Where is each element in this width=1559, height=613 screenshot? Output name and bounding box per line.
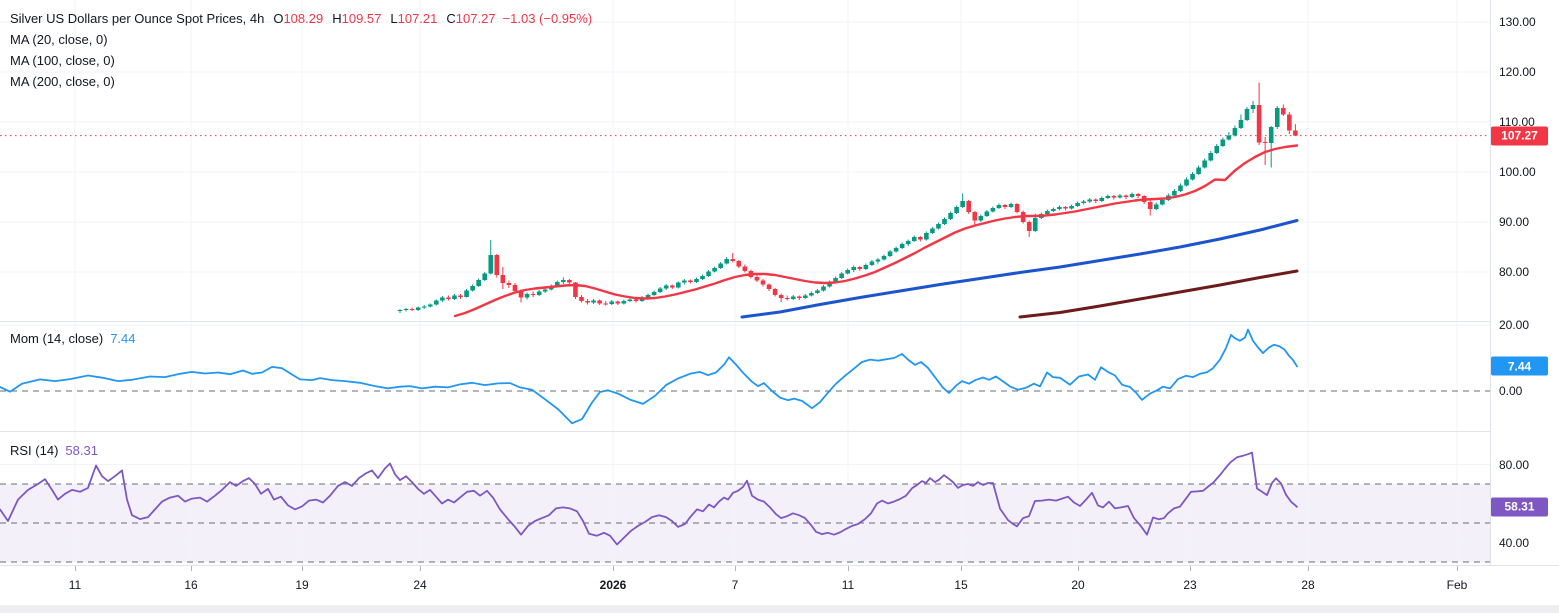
mom-axis-label: 20.00 (1499, 318, 1530, 332)
price-axis-label: 110.00 (1499, 115, 1535, 129)
mom-legend[interactable]: Mom (14, close) 7.44 (10, 328, 136, 349)
time-axis-label: 20 (1071, 578, 1085, 592)
last-price-badge: 107.27 (1491, 126, 1548, 146)
ma200-legend[interactable]: MA (200, close, 0) (10, 74, 115, 89)
price-axis-label: 120.00 (1499, 65, 1536, 79)
time-axis-label: 7 (731, 578, 739, 592)
price-axis-label: 80.00 (1499, 265, 1530, 279)
time-axis-tick (1078, 566, 1079, 571)
price-axis[interactable]: 130.00 120.00 110.00 100.00 90.00 80.00 20.00 0… (1490, 0, 1559, 565)
time-axis-label: 24 (413, 578, 427, 592)
time-axis-label: 16 (184, 578, 198, 592)
mom-legend-label: Mom (14, close) (10, 331, 104, 346)
mom-legend-value: 7.44 (110, 331, 136, 346)
symbol-legend-row[interactable]: Silver US Dollars per Ounce Spot Prices,… (10, 8, 592, 29)
time-axis-label: 11 (841, 578, 855, 592)
ohlc-low: L107.21 (390, 11, 438, 26)
symbol-title: Silver US Dollars per Ounce Spot Prices,… (10, 11, 265, 26)
time-axis-tick (848, 566, 849, 571)
bottom-strip (0, 605, 1559, 613)
price-axis-label: 130.00 (1499, 15, 1536, 29)
price-axis-label: 90.00 (1499, 215, 1530, 229)
time-axis-label: Feb (1446, 578, 1468, 592)
mom-value-badge: 7.44 (1491, 356, 1548, 376)
rsi-value-badge: 58.31 (1491, 497, 1548, 517)
time-axis-label: 28 (1301, 578, 1315, 592)
time-axis-tick (961, 566, 962, 571)
time-axis-tick (191, 566, 192, 571)
panel-divider-rsi[interactable] (0, 431, 1559, 432)
time-axis-label: 19 (295, 578, 309, 592)
rsi-legend[interactable]: RSI (14) 58.31 (10, 440, 98, 461)
time-axis-tick (735, 566, 736, 571)
time-axis-label: 23 (1183, 578, 1197, 592)
ohlc-open: O108.29 (273, 11, 324, 26)
ma20-legend[interactable]: MA (20, close, 0) (10, 32, 108, 47)
time-axis-tick (1457, 566, 1458, 571)
time-axis-label: 15 (954, 578, 968, 592)
time-axis-tick (1190, 566, 1191, 571)
time-axis-label: 2026 (599, 578, 627, 592)
ma100-legend[interactable]: MA (100, close, 0) (10, 53, 115, 68)
ohlc-high: H109.57 (332, 11, 382, 26)
ohlc-close: C107.27 (446, 11, 496, 26)
price-axis-label: 100.00 (1499, 165, 1536, 179)
time-axis-tick (75, 566, 76, 571)
rsi-legend-value: 58.31 (65, 443, 98, 458)
price-chart-canvas[interactable] (0, 0, 1490, 565)
ohlc-change: −1.03 (−0.95%) (502, 11, 593, 26)
time-axis-tick (613, 566, 614, 571)
time-axis-tick (302, 566, 303, 571)
main-legend: Silver US Dollars per Ounce Spot Prices,… (10, 8, 592, 92)
time-axis-label: 11 (68, 578, 82, 592)
time-axis-tick (420, 566, 421, 571)
mom-axis-label: 0.00 (1499, 384, 1523, 398)
rsi-axis-label: 80.00 (1499, 457, 1530, 472)
time-axis-tick (1308, 566, 1309, 571)
rsi-axis-label: 40.00 (1499, 535, 1530, 550)
rsi-legend-label: RSI (14) (10, 443, 59, 458)
panel-divider-mom[interactable] (0, 321, 1559, 322)
